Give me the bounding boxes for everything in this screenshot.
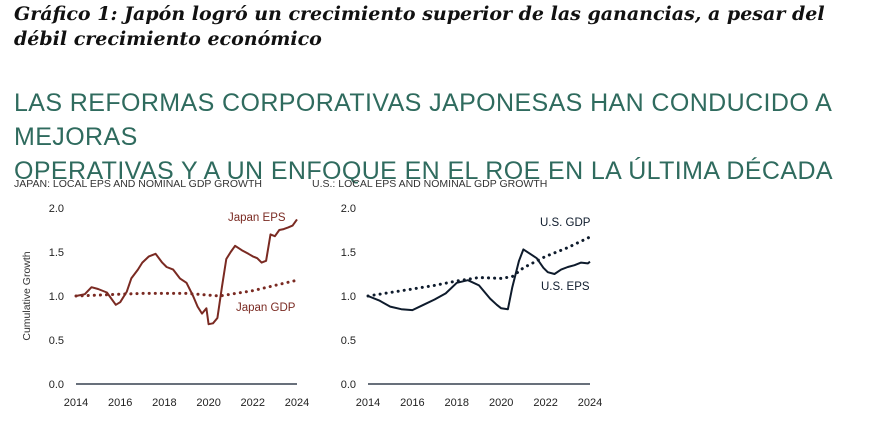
charts-canvas: JAPAN: LOCAL EPS AND NOMINAL GDP GROWTH … <box>0 0 894 427</box>
us-chart: U.S.: LOCAL EPS AND NOMINAL GDP GROWTH 0… <box>312 178 602 409</box>
us-y-tick-label: 1.5 <box>341 247 356 259</box>
us-x-tick-label: 2016 <box>400 397 424 409</box>
japan-y-tick-label: 1.0 <box>49 291 64 303</box>
us-y-tick-label: 2.0 <box>341 203 356 215</box>
us-y-tick-label: 1.0 <box>341 291 356 303</box>
us-eps-label: U.S. EPS <box>541 281 590 293</box>
japan-y-axis-label: Cumulative Growth <box>21 251 33 340</box>
japan-x-tick-label: 2020 <box>196 397 220 409</box>
japan-gdp-label: Japan GDP <box>236 302 296 314</box>
japan-chart-title: JAPAN: LOCAL EPS AND NOMINAL GDP GROWTH <box>14 178 262 190</box>
japan-chart: JAPAN: LOCAL EPS AND NOMINAL GDP GROWTH … <box>14 178 309 409</box>
japan-y-tick-label: 2.0 <box>49 203 64 215</box>
japan-y-tick-label: 0.5 <box>49 335 64 347</box>
us-x-tick-label: 2018 <box>445 397 469 409</box>
japan-y-tick-label: 0.0 <box>49 379 64 391</box>
us-gdp-label: U.S. GDP <box>540 217 591 229</box>
japan-x-tick-label: 2014 <box>64 397 88 409</box>
japan-x-tick-label: 2018 <box>152 397 176 409</box>
japan-x-tick-label: 2022 <box>241 397 265 409</box>
us-x-tick-label: 2014 <box>356 397 380 409</box>
us-eps-line <box>368 249 590 310</box>
japan-x-tick-label: 2016 <box>108 397 132 409</box>
us-y-tick-label: 0.5 <box>341 335 356 347</box>
japan-x-tick-label: 2024 <box>285 397 309 409</box>
us-y-tick-label: 0.0 <box>341 379 356 391</box>
us-x-tick-label: 2020 <box>489 397 513 409</box>
japan-y-tick-label: 1.5 <box>49 247 64 259</box>
us-x-tick-label: 2022 <box>533 397 557 409</box>
us-chart-title: U.S.: LOCAL EPS AND NOMINAL GDP GROWTH <box>312 178 547 190</box>
japan-eps-label: Japan EPS <box>228 212 286 224</box>
us-x-tick-label: 2024 <box>578 397 602 409</box>
